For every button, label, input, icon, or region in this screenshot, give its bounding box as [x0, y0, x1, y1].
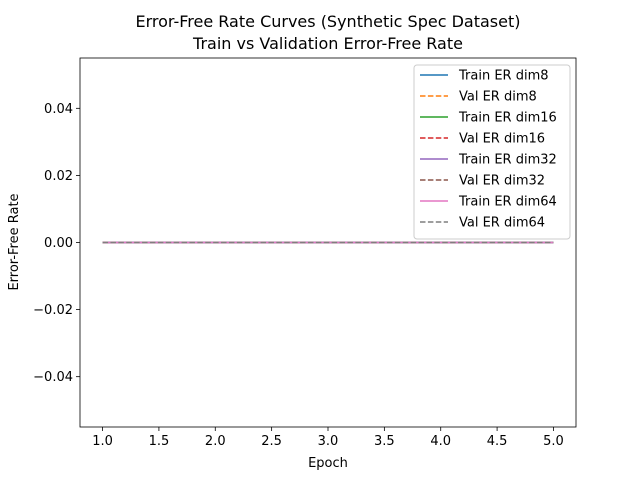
y-tick-label: −0.04	[33, 370, 73, 385]
legend-label: Val ER dim8	[459, 90, 537, 105]
legend-label: Val ER dim64	[459, 216, 545, 231]
x-tick-label: 4.0	[430, 434, 451, 449]
x-tick-label: 5.0	[543, 434, 564, 449]
legend-label: Val ER dim16	[459, 132, 545, 147]
axes: 1.0 1.5 2.0 2.5 3.0 3.5 4.0 4.5 5.0 −0.04 −0.02 0.0…	[33, 57, 577, 449]
y-tick-label: 0.04	[44, 102, 73, 117]
legend-label: Train ER dim32	[458, 153, 557, 168]
x-tick-label: 1.5	[149, 434, 170, 449]
y-axis-label: Error-Free Rate	[7, 193, 22, 290]
chart-title: Error-Free Rate Curves (Synthetic Spec D…	[136, 12, 521, 31]
x-tick-label: 2.5	[261, 434, 282, 449]
x-axis-label: Epoch	[308, 456, 348, 471]
x-tick-label: 1.0	[92, 434, 113, 449]
x-tick-label: 3.0	[318, 434, 339, 449]
y-tick-label: 0.00	[44, 236, 73, 251]
legend-box	[413, 64, 571, 240]
y-tick-label: −0.02	[33, 303, 73, 318]
legend-label: Train ER dim8	[458, 69, 549, 84]
y-tick-label: 0.02	[44, 169, 73, 184]
legend-label: Train ER dim64	[458, 195, 557, 210]
legend-label: Train ER dim16	[458, 111, 557, 126]
x-tick-label: 2.0	[205, 434, 226, 449]
chart-subtitle: Train vs Validation Error-Free Rate	[192, 34, 463, 53]
x-tick-label: 4.5	[487, 434, 508, 449]
legend: Train ER dim8 Val ER dim8 Train ER dim16 Va…	[413, 64, 571, 240]
legend-label: Val ER dim32	[459, 174, 545, 189]
x-tick-label: 3.5	[374, 434, 395, 449]
